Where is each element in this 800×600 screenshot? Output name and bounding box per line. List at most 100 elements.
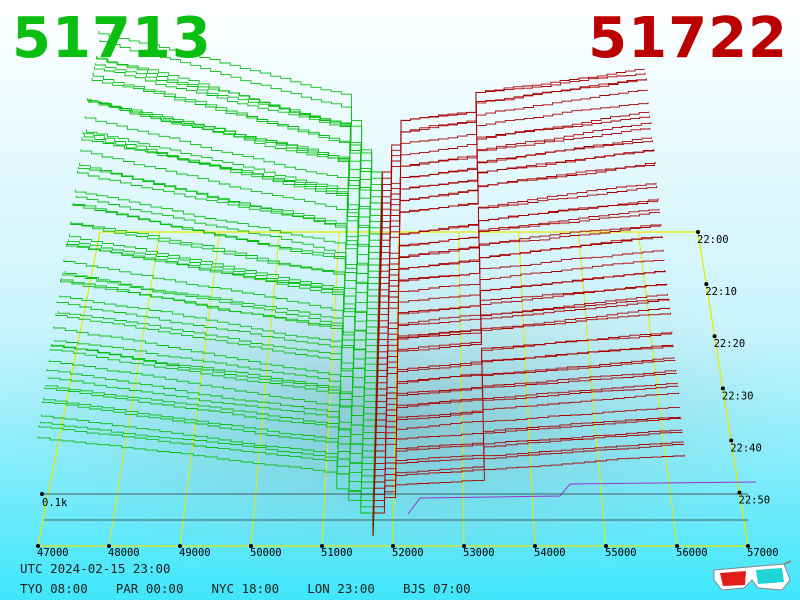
x-tick-55000 — [604, 544, 608, 548]
ask-curve-46 — [374, 385, 679, 485]
ask-curve-25 — [377, 236, 663, 365]
bid-curve-22 — [74, 189, 379, 348]
bid-curve-38 — [56, 301, 376, 439]
tz-par: PAR 00:00 — [115, 581, 184, 596]
ask-curve-21 — [378, 211, 661, 342]
ask-curve-17 — [379, 185, 658, 320]
bid-curve-44 — [49, 348, 375, 474]
bid-curve-13 — [84, 116, 381, 297]
ask-curve-41 — [375, 357, 675, 457]
x-tick-49000 — [178, 544, 182, 548]
time-label-0: 22:00 — [697, 234, 729, 246]
tz-tyo: TYO 08:00 — [20, 581, 88, 596]
bid-curve-14 — [83, 134, 380, 302]
bid-curve-5 — [93, 66, 382, 251]
ask-curve-42 — [374, 360, 676, 462]
ask-curve-16 — [379, 182, 657, 314]
x-tick-label-55000: 55000 — [605, 547, 637, 559]
ask-curve-44 — [374, 372, 677, 474]
x-tick-53000 — [462, 544, 466, 548]
x-tick-label-47000: 47000 — [37, 547, 69, 559]
time-tick-0 — [696, 230, 700, 234]
bid-curve-50 — [43, 397, 374, 508]
x-tick-54000 — [533, 544, 537, 548]
tz-lon: LON 23:00 — [307, 581, 375, 596]
bid-curve-32 — [63, 259, 377, 405]
bid-curve-16 — [81, 137, 380, 314]
chart-shadow — [0, 250, 800, 590]
depth-curves — [37, 30, 757, 537]
bid-curve-18 — [79, 163, 380, 325]
bid-curve-27 — [69, 233, 378, 377]
bid-curve-55 — [37, 436, 374, 537]
x-tick-48000 — [107, 544, 111, 548]
tz-bjs: BJS 07:00 — [402, 581, 471, 596]
bid-curve-25 — [71, 221, 379, 365]
ask-curve-5 — [381, 102, 649, 251]
ask-curve-9 — [380, 121, 652, 274]
time-label-3: 22:30 — [722, 390, 754, 402]
bid-curve-12 — [86, 129, 381, 291]
best-ask-price: 51722 — [588, 6, 788, 71]
time-label-1: 22:10 — [705, 286, 737, 298]
x-tick-label-54000: 54000 — [534, 547, 566, 559]
x-tick-label-56000: 56000 — [676, 547, 708, 559]
time-label-5: 22:50 — [739, 495, 771, 507]
ask-curve-34 — [376, 298, 670, 417]
x-tick-51000 — [320, 544, 324, 548]
ask-curve-37 — [375, 333, 672, 434]
bid-curve-24 — [72, 203, 379, 360]
bid-curve-51 — [42, 401, 374, 514]
ask-curve-31 — [376, 283, 668, 399]
ask-curve-13 — [379, 149, 655, 297]
x-tick-label-50000: 50000 — [250, 547, 282, 559]
bid-curve-41 — [53, 326, 376, 457]
ask-curve-53 — [373, 441, 684, 525]
bid-curve-42 — [52, 344, 376, 462]
ask-curve-3 — [381, 78, 647, 240]
volume-marker — [40, 492, 44, 496]
bid-curve-20 — [77, 170, 379, 337]
bid-curve-43 — [51, 344, 376, 468]
ask-curve-49 — [373, 416, 681, 502]
bid-curve-8 — [90, 98, 381, 268]
axes: 0.1k 47000 48000 49000 50000 51000 52000 53000 5… — [36, 230, 779, 559]
ask-curve-4 — [381, 89, 648, 245]
bid-curve-23 — [73, 203, 379, 354]
bid-curve-54 — [38, 425, 374, 531]
bid-curve-46 — [47, 377, 375, 485]
bid-curve-28 — [67, 239, 378, 382]
bid-curve-39 — [55, 313, 376, 445]
3d-glasses-icon[interactable] — [712, 560, 792, 594]
bid-curve-11 — [87, 98, 381, 285]
ask-curve-29 — [377, 271, 666, 388]
bid-curve-48 — [45, 385, 375, 497]
bid-curve-52 — [40, 414, 374, 519]
ask-curve-55 — [372, 454, 685, 537]
ask-curve-47 — [374, 392, 679, 491]
ask-curve-36 — [375, 312, 671, 428]
x-tick-label-49000: 49000 — [179, 547, 211, 559]
ask-curve-51 — [373, 429, 682, 514]
x-tick-label-51000: 51000 — [321, 547, 353, 559]
ask-curve-23 — [378, 224, 662, 354]
ask-curve-40 — [375, 346, 674, 451]
bid-curve-47 — [46, 369, 375, 491]
ask-curve-20 — [378, 208, 660, 337]
bid-curve-21 — [75, 195, 379, 342]
bid-curve-49 — [44, 387, 375, 502]
x-tick-label-53000: 53000 — [463, 547, 495, 559]
bid-curve-26 — [70, 222, 378, 371]
bid-curve-1 — [98, 30, 383, 228]
ask-curve-15 — [379, 161, 656, 308]
time-label-4: 22:40 — [730, 442, 762, 454]
bid-curve-9 — [89, 99, 381, 274]
ask-curve-7 — [380, 115, 650, 262]
time-tick-1 — [704, 282, 709, 287]
bid-curve-37 — [57, 310, 377, 434]
bid-curve-4 — [95, 63, 382, 245]
x-tick-56000 — [675, 544, 679, 548]
ask-curve-45 — [374, 382, 678, 479]
bid-curve-53 — [39, 421, 374, 525]
ask-curve-26 — [377, 249, 664, 371]
